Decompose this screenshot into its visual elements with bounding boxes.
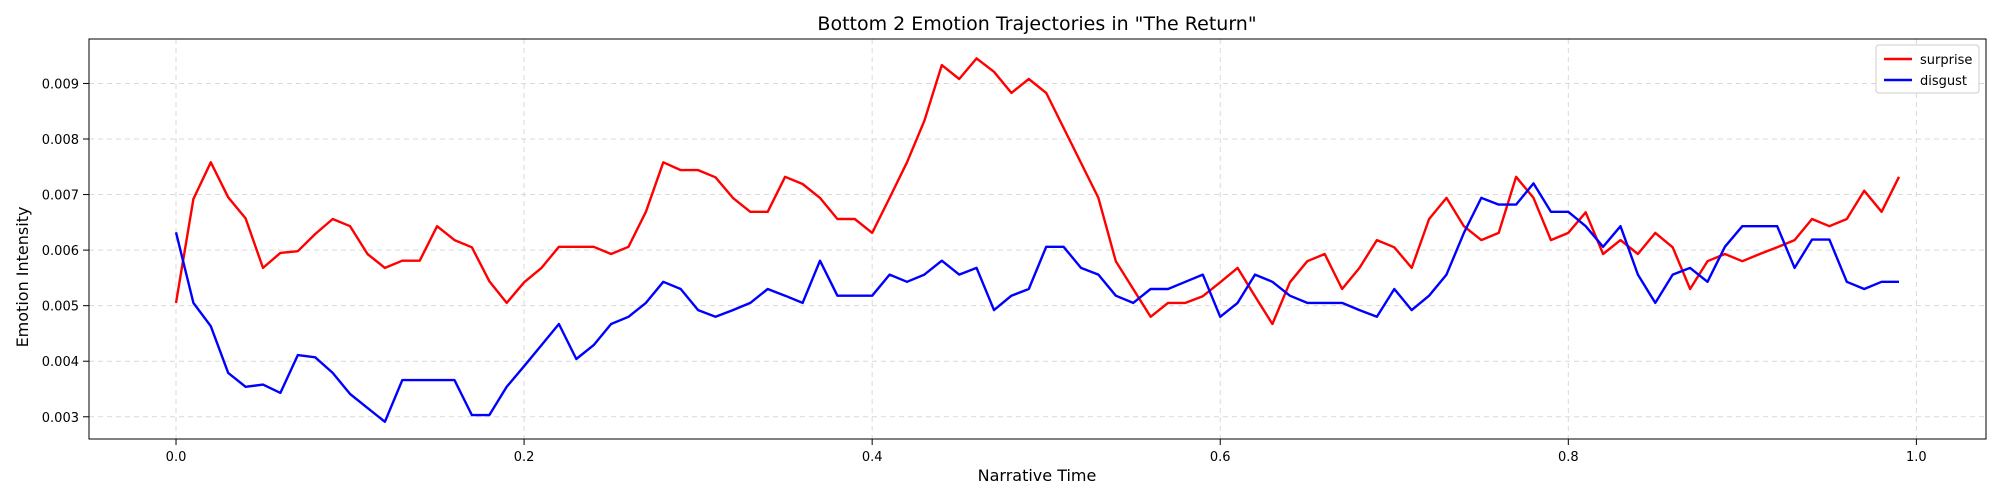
legend-label-surprise: surprise xyxy=(1920,53,1972,68)
x-axis-ticks: 0.0 0.2 0.4 0.6 0.8 1.0 xyxy=(166,439,1927,465)
y-tick-label: 0.006 xyxy=(42,244,79,259)
plot-frame xyxy=(88,38,1987,440)
y-axis-label: Emotion Intensity xyxy=(13,207,32,348)
y-tick-label: 0.007 xyxy=(42,189,79,204)
x-tick-label: 0.2 xyxy=(514,450,535,465)
y-tick-label: 0.005 xyxy=(42,300,79,315)
y-tick-label: 0.003 xyxy=(42,411,79,426)
y-tick-label: 0.004 xyxy=(42,355,79,370)
y-axis-ticks: 0.003 0.004 0.005 0.006 0.007 0.008 0.009 xyxy=(42,77,89,426)
series-line-disgust xyxy=(174,182,1899,423)
series-line-surprise xyxy=(174,57,1901,326)
y-tick-label: 0.009 xyxy=(42,77,79,92)
x-axis-label: Narrative Time xyxy=(978,466,1097,485)
chart-title: Bottom 2 Emotion Trajectories in "The Re… xyxy=(817,13,1256,35)
x-tick-label: 0.6 xyxy=(1210,450,1231,465)
grid xyxy=(89,39,1986,439)
legend-label-disgust: disgust xyxy=(1920,74,1967,89)
series-layer xyxy=(174,57,1901,423)
legend: surprise disgust xyxy=(1875,44,1980,94)
y-tick-label: 0.008 xyxy=(42,133,79,148)
x-tick-label: 0.4 xyxy=(862,450,883,465)
x-tick-label: 1.0 xyxy=(1906,450,1927,465)
x-tick-label: 0.8 xyxy=(1558,450,1579,465)
x-tick-label: 0.0 xyxy=(166,450,187,465)
